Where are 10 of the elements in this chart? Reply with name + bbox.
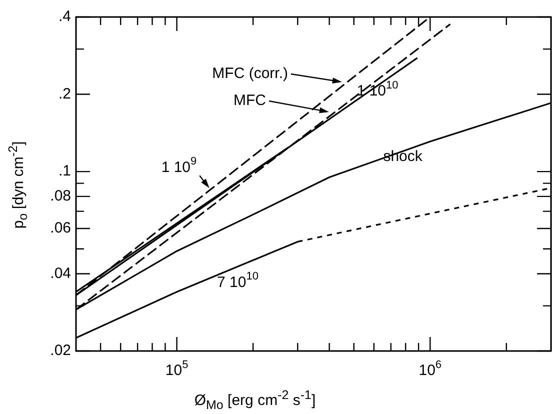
y-tick-label: .1 bbox=[58, 162, 72, 180]
y-tick-label: .4 bbox=[58, 8, 72, 26]
x-axis-title: Ø$_{Mo}$ [erg cm$^{-2}$ s$^{-1}$] bbox=[194, 388, 316, 412]
y-tick-label: .2 bbox=[58, 85, 72, 102]
y-tick-label: .02 bbox=[50, 342, 72, 360]
annotation: MFC (corr.) bbox=[212, 65, 288, 82]
y-tick-label: .08 bbox=[50, 188, 72, 205]
y-tick-label: .04 bbox=[50, 264, 72, 282]
annotation: MFC bbox=[234, 92, 266, 110]
y-tick-label: .06 bbox=[50, 220, 72, 237]
